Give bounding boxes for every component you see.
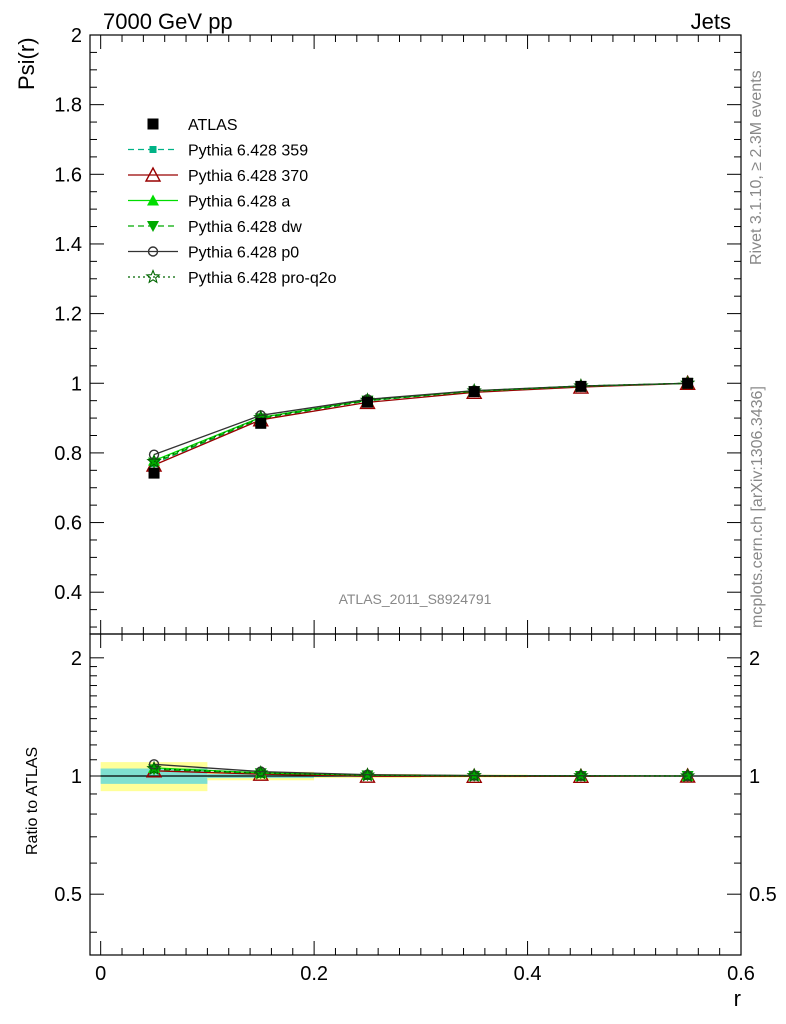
legend-label: Pythia 6.428 a xyxy=(188,194,290,211)
y-tick-label: 1 xyxy=(71,373,82,395)
legend: ATLAS Pythia 6.428 359 Pythia 6.428 370 Pyt… xyxy=(128,117,337,287)
ratio-panel-axes: 0.5 0.5 1 1 2 2 0 0.2 0.4 0.6 xyxy=(54,633,777,985)
series-4-point xyxy=(148,457,161,469)
ratio-y-tick-label-left: 2 xyxy=(71,648,82,670)
x-axis-title: r xyxy=(734,986,741,1011)
x-tick-label: 0 xyxy=(95,963,106,985)
y-axis-title-bottom: Ratio to ATLAS xyxy=(24,747,41,855)
header-left: 7000 GeV pp xyxy=(103,9,233,34)
series-0-point xyxy=(361,396,373,408)
series-5-line xyxy=(153,382,688,456)
ratio-frame xyxy=(89,633,742,956)
legend-marker xyxy=(144,166,162,182)
legend-marker xyxy=(147,194,159,206)
ratio-series xyxy=(145,759,696,784)
x-tick-label: 0.2 xyxy=(300,963,328,985)
legend-marker xyxy=(147,246,159,257)
ratio-series-5-point xyxy=(573,767,589,783)
series-6-line xyxy=(153,382,688,463)
series-0-point xyxy=(575,380,587,392)
analysis-label: ATLAS_2011_S8924791 xyxy=(339,591,492,607)
y-tick-label: 1.6 xyxy=(54,164,82,186)
series-0-point xyxy=(148,467,160,479)
series-5-point xyxy=(148,449,160,460)
ratio-series-5-point xyxy=(359,767,376,782)
legend-label: Pythia 6.428 dw xyxy=(188,219,302,236)
y-tick-label: 0.4 xyxy=(54,582,82,604)
ratio-y-tick-label-right: 1 xyxy=(749,766,760,788)
ratio-series-5-line xyxy=(153,768,688,777)
series-6-point xyxy=(146,453,162,469)
top-panel-series xyxy=(145,374,696,479)
mcplots-label: mcplots.cern.ch [arXiv:1306.3436] xyxy=(749,386,766,628)
legend-label: ATLAS xyxy=(188,117,238,134)
top-panel-axes: 0.4 0.6 0.8 1 1.2 1.4 1.6 1.8 2 xyxy=(54,25,742,635)
rivet-label: Rivet 3.1.10, ≥ 2.3M events xyxy=(748,70,765,265)
y-tick-label: 1.4 xyxy=(54,234,82,256)
legend-marker xyxy=(147,221,159,232)
y-tick-label: 0.8 xyxy=(54,443,82,465)
ratio-y-tick-label-left: 0.5 xyxy=(54,884,82,906)
y-tick-label: 1.8 xyxy=(54,95,82,117)
y-tick-label: 1.2 xyxy=(54,304,82,326)
ratio-series-5-point xyxy=(680,767,696,783)
ratio-y-tick-label-left: 1 xyxy=(71,766,82,788)
ratio-series-5-point xyxy=(466,767,482,783)
ratio-y-tick-label-right: 0.5 xyxy=(749,884,777,906)
legend-label: Pythia 6.428 p0 xyxy=(188,245,299,262)
y-axis-title-top: Psi(r) xyxy=(14,37,39,90)
legend-label: Pythia 6.428 pro-q2o xyxy=(188,270,337,287)
x-tick-label: 0.6 xyxy=(727,963,755,985)
x-tick-label: 0.4 xyxy=(514,963,542,985)
ratio-series-5-point xyxy=(253,764,269,780)
series-0-point xyxy=(468,386,480,398)
series-0-point xyxy=(682,377,694,389)
ratio-y-tick-label-right: 2 xyxy=(749,648,760,670)
y-tick-label: 2 xyxy=(71,25,82,47)
legend-label: Pythia 6.428 359 xyxy=(188,143,308,160)
legend-label: Pythia 6.428 370 xyxy=(188,168,308,185)
y-tick-label: 0.6 xyxy=(54,513,82,535)
series-0-point xyxy=(255,417,267,429)
legend-marker xyxy=(145,268,161,284)
legend-marker xyxy=(147,118,159,130)
header-right: Jets xyxy=(691,9,731,34)
ratio-series-5-point xyxy=(146,760,162,776)
legend-marker xyxy=(149,146,157,153)
